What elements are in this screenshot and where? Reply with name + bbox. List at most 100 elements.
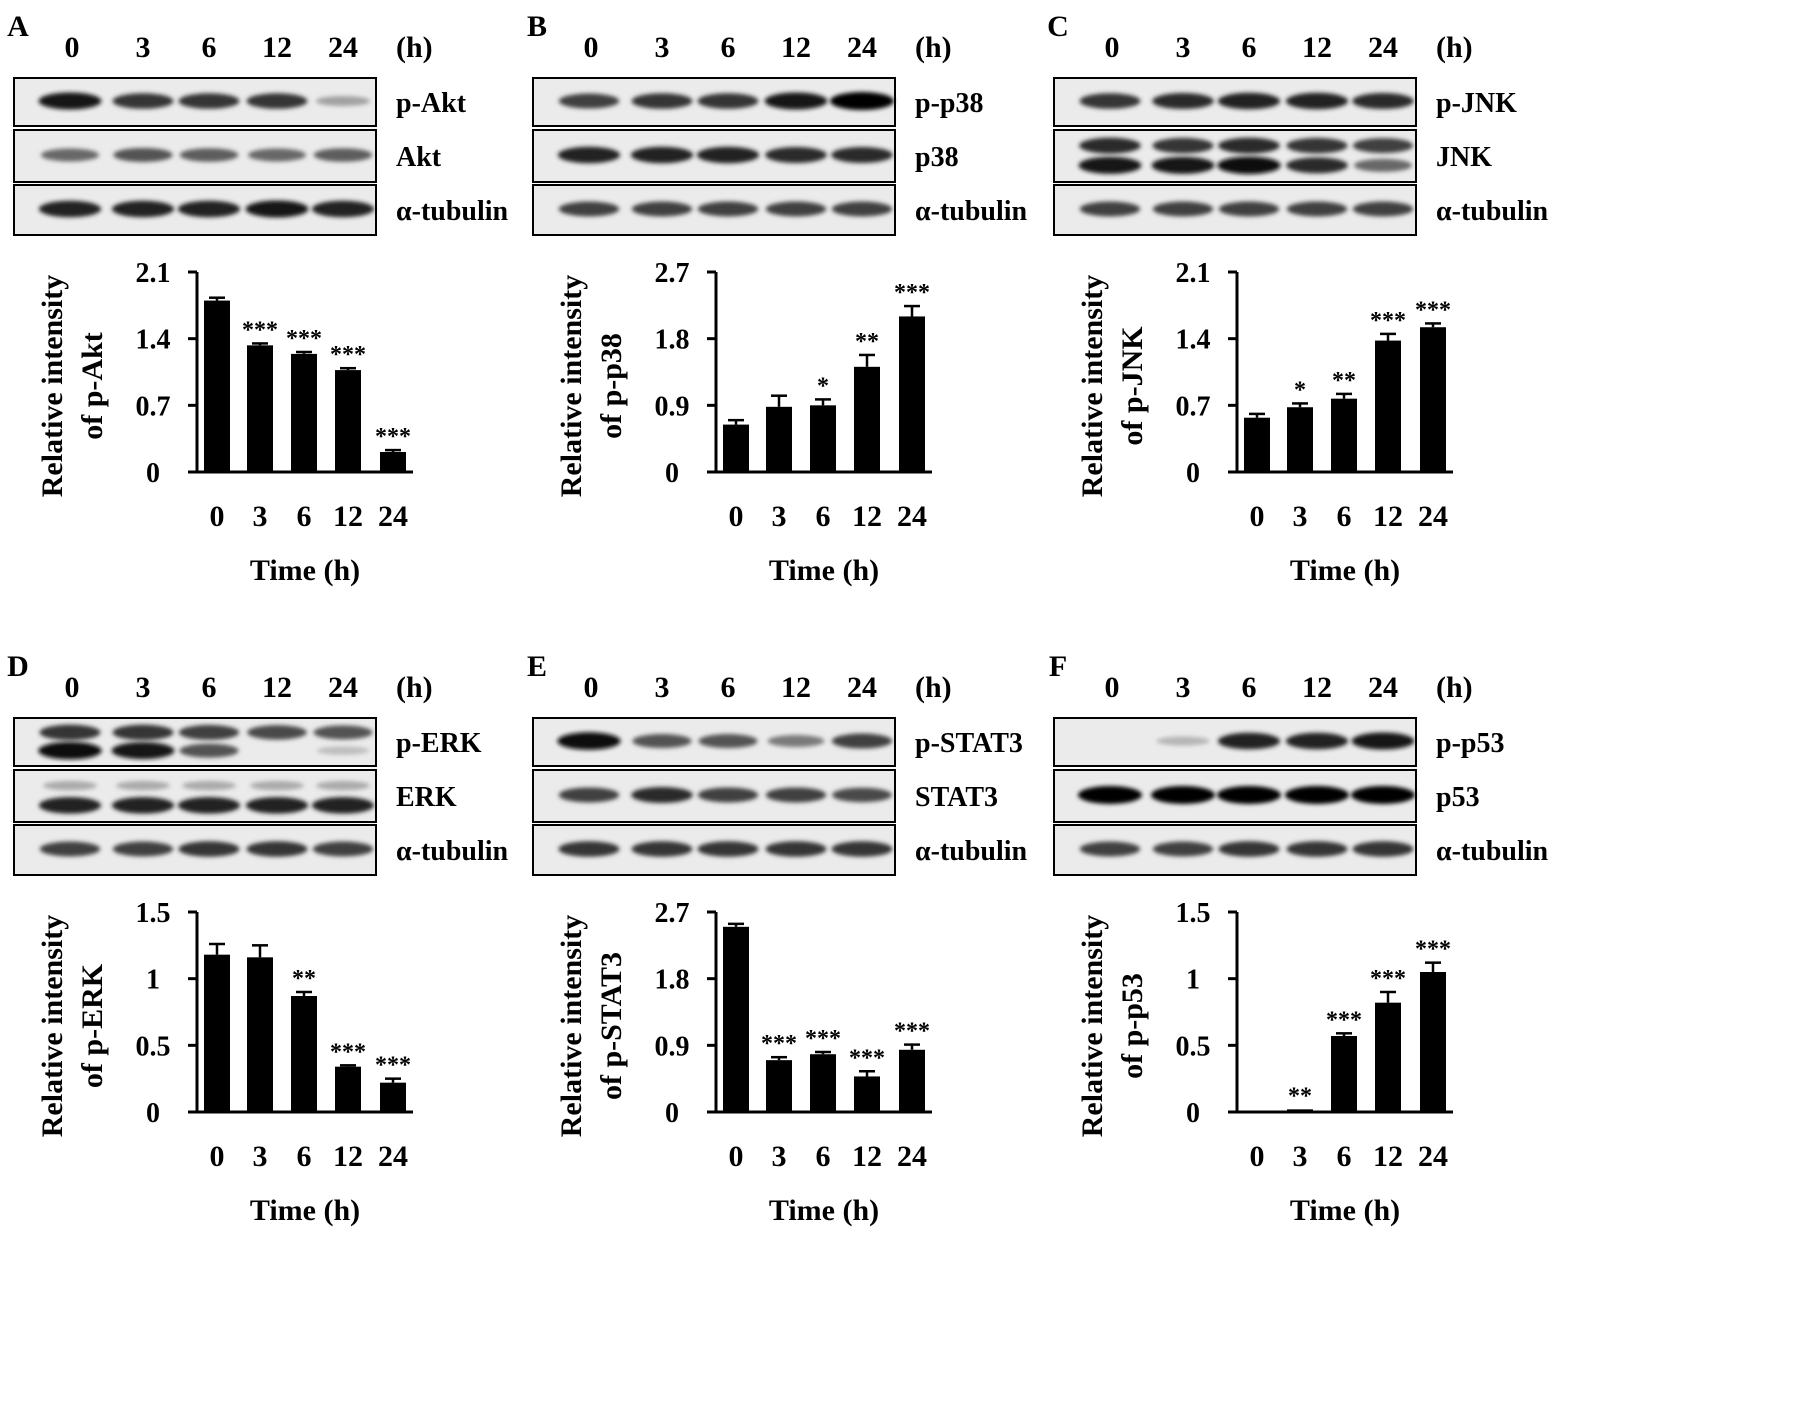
protein-band [112, 724, 174, 741]
protein-band [246, 841, 308, 857]
significance-marker: *** [330, 1039, 366, 1065]
protein-band [831, 733, 893, 749]
y-tick-label: 1 [1186, 965, 1200, 996]
y-tick-label: 0.9 [655, 1031, 690, 1062]
protein-band [1151, 785, 1215, 804]
significance-marker: ** [292, 966, 316, 992]
protein-band [39, 841, 101, 857]
protein-band [765, 146, 827, 163]
blot-strip [1053, 717, 1417, 767]
protein-band [112, 841, 174, 857]
protein-band [1152, 201, 1214, 217]
protein-band [116, 780, 170, 791]
time-point-label: 3 [136, 671, 151, 704]
x-tick-label: 12 [333, 500, 363, 533]
significance-marker: *** [761, 1031, 797, 1057]
protein-band [1286, 841, 1348, 857]
blot-strip [13, 824, 377, 876]
protein-band [1151, 156, 1215, 174]
protein-band [557, 732, 621, 750]
y-axis-title-line-2: of p-ERK [76, 963, 109, 1088]
protein-band [178, 724, 240, 740]
protein-band [1079, 201, 1141, 217]
time-point-label: 24 [328, 31, 358, 64]
protein-band [831, 201, 893, 217]
bar [854, 366, 880, 472]
time-point-label: 6 [202, 671, 217, 704]
protein-band [696, 146, 760, 164]
x-tick-label: 3 [253, 1140, 268, 1173]
protein-band [39, 724, 101, 741]
protein-band [1352, 201, 1414, 217]
protein-band [111, 200, 175, 218]
protein-band [1156, 736, 1210, 746]
time-unit-label: (h) [1436, 31, 1473, 64]
protein-band [765, 201, 827, 217]
x-tick-label: 6 [297, 500, 312, 533]
bar [766, 1060, 792, 1112]
protein-band [697, 201, 759, 217]
time-point-label: 0 [1105, 31, 1120, 64]
protein-band [832, 787, 892, 803]
protein-band [558, 93, 620, 109]
protein-band [178, 841, 240, 857]
protein-band [558, 841, 620, 857]
significance-marker: * [1294, 377, 1306, 403]
protein-band [831, 841, 893, 857]
time-point-label: 6 [1242, 671, 1257, 704]
protein-band [1217, 785, 1281, 804]
time-unit-label: (h) [396, 31, 433, 64]
time-point-label: 0 [584, 671, 599, 704]
protein-band [1351, 785, 1415, 804]
y-tick-label: 1.5 [1176, 898, 1211, 929]
protein-band [631, 93, 693, 109]
significance-marker: *** [1370, 308, 1406, 334]
bar [1420, 327, 1446, 472]
significance-marker: *** [849, 1045, 885, 1071]
protein-band [43, 780, 97, 791]
protein-band [1354, 158, 1412, 172]
significance-marker: *** [1415, 937, 1451, 963]
x-axis-title: Time (h) [769, 1194, 879, 1227]
y-tick-label: 1.4 [136, 325, 171, 356]
y-axis-title-line-2: of p-STAT3 [595, 952, 628, 1100]
bar [723, 424, 749, 472]
x-tick-label: 0 [1250, 1140, 1265, 1173]
protein-band [245, 200, 309, 218]
y-axis-title-line-2: of p-p38 [595, 333, 628, 439]
protein-band [313, 148, 373, 162]
time-point-label: 3 [655, 671, 670, 704]
protein-band [764, 92, 828, 110]
blot-strip [1053, 769, 1417, 823]
y-tick-label: 0 [1186, 1098, 1200, 1129]
bar [247, 345, 273, 472]
bar [899, 316, 925, 472]
bar [723, 926, 749, 1112]
significance-marker: * [817, 373, 829, 399]
protein-band [697, 841, 759, 857]
panel-e: E0 3 6 12 24 (h)p-STAT3STAT3α-tubulin00.91.82… [527, 650, 1028, 1227]
x-tick-label: 12 [852, 1140, 882, 1173]
bar-chart: 0 0.7 1.4 2.1 0 *** 3 *** 6 *** 12 *** 24 Time (h) Rel… [36, 258, 413, 587]
x-tick-label: 12 [1373, 500, 1403, 533]
significance-marker: *** [375, 424, 411, 450]
protein-band [831, 146, 893, 163]
y-tick-label: 0 [665, 458, 679, 489]
time-unit-label: (h) [915, 671, 952, 704]
panel-c: C0 3 6 12 24 (h)p-JNKJNKα-tubulin00.71.42.10*… [1047, 10, 1548, 587]
x-tick-label: 0 [1250, 500, 1265, 533]
x-axis-title: Time (h) [1290, 1194, 1400, 1227]
time-point-label: 12 [1302, 31, 1332, 64]
x-tick-label: 6 [1337, 1140, 1352, 1173]
protein-band [316, 746, 370, 755]
protein-band [111, 797, 175, 814]
protein-band [38, 92, 102, 110]
blot-strip [532, 77, 896, 127]
significance-marker: *** [242, 317, 278, 343]
protein-band [631, 201, 693, 217]
time-point-label: 3 [655, 31, 670, 64]
protein-band [1351, 732, 1415, 750]
significance-marker: *** [894, 1019, 930, 1045]
bar [291, 353, 317, 472]
